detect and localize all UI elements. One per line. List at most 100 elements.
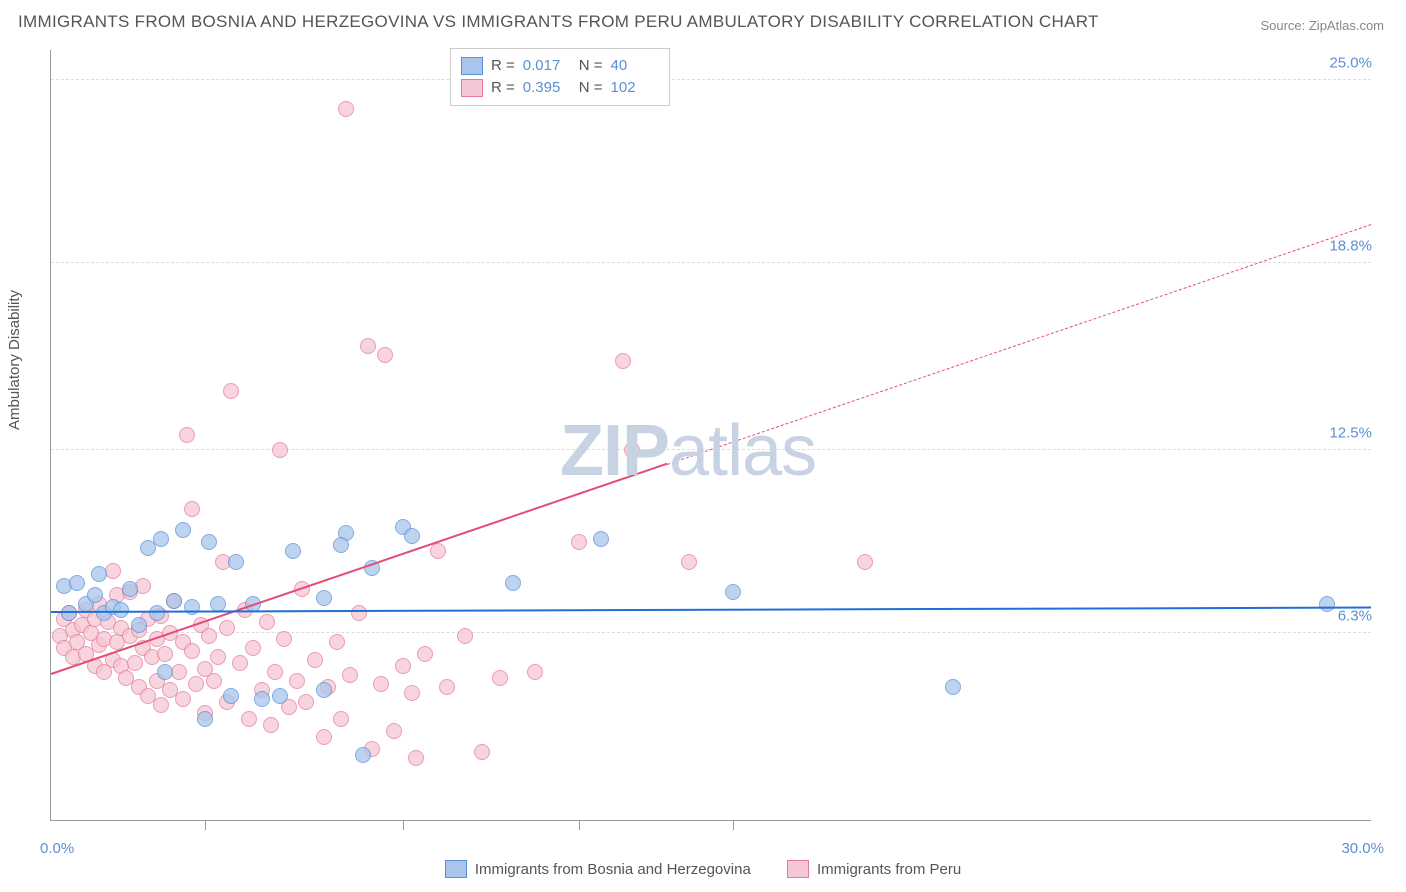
scatter-point-peru [307,652,323,668]
legend-label-bosnia: Immigrants from Bosnia and Herzegovina [475,861,751,878]
x-tick [403,820,404,830]
n-label: N = [579,55,603,77]
scatter-point-peru [289,673,305,689]
y-tick-label: 6.3% [1336,608,1374,625]
scatter-point-peru [527,664,543,680]
gridline [51,262,1371,263]
scatter-point-bosnia [210,596,226,612]
plot-area: 6.3% 12.5% 18.8% 25.0% [50,50,1371,821]
scatter-point-bosnia [333,537,349,553]
scatter-point-bosnia [355,747,371,763]
y-tick-label: 25.0% [1327,54,1374,71]
scatter-point-bosnia [272,688,288,704]
scatter-point-peru [276,631,292,647]
scatter-point-bosnia [1319,596,1335,612]
scatter-point-bosnia [87,587,103,603]
scatter-point-peru [179,427,195,443]
scatter-point-peru [210,649,226,665]
scatter-point-bosnia [175,522,191,538]
x-axis-max: 30.0% [1341,840,1384,857]
r-label: R = [491,55,515,77]
scatter-point-peru [127,655,143,671]
scatter-point-peru [351,605,367,621]
scatter-point-peru [395,658,411,674]
scatter-point-peru [333,711,349,727]
scatter-point-peru [298,694,314,710]
swatch-peru-icon [787,860,809,878]
scatter-point-peru [681,554,697,570]
scatter-point-bosnia [254,691,270,707]
gridline [51,79,1371,80]
scatter-point-bosnia [725,584,741,600]
scatter-point-peru [188,676,204,692]
chart-title: IMMIGRANTS FROM BOSNIA AND HERZEGOVINA V… [18,12,1099,32]
legend-series: Immigrants from Bosnia and Herzegovina I… [0,860,1406,882]
legend-stats: R = 0.017 N = 40 R = 0.395 N = 102 [450,48,670,106]
scatter-point-bosnia [228,554,244,570]
scatter-point-peru [342,667,358,683]
scatter-point-peru [184,643,200,659]
scatter-point-bosnia [113,602,129,618]
scatter-point-bosnia [201,534,217,550]
scatter-point-peru [338,101,354,117]
scatter-point-peru [259,614,275,630]
y-tick-label: 18.8% [1327,238,1374,255]
legend-stats-row-peru: R = 0.395 N = 102 [461,77,659,99]
scatter-point-bosnia [223,688,239,704]
scatter-point-bosnia [122,581,138,597]
scatter-point-peru [201,628,217,644]
scatter-point-peru [232,655,248,671]
trendline-peru [51,463,668,675]
x-tick [733,820,734,830]
scatter-point-bosnia [316,590,332,606]
scatter-point-bosnia [945,679,961,695]
legend-label-peru: Immigrants from Peru [817,861,961,878]
scatter-point-bosnia [404,528,420,544]
scatter-point-peru [439,679,455,695]
scatter-point-peru [386,723,402,739]
scatter-point-peru [857,554,873,570]
scatter-point-peru [457,628,473,644]
scatter-point-peru [157,646,173,662]
scatter-point-bosnia [69,575,85,591]
legend-item-bosnia: Immigrants from Bosnia and Herzegovina [445,860,751,878]
legend-item-peru: Immigrants from Peru [787,860,961,878]
scatter-point-peru [377,347,393,363]
scatter-point-peru [175,691,191,707]
x-axis-min: 0.0% [40,840,74,857]
scatter-point-bosnia [505,575,521,591]
scatter-point-peru [430,543,446,559]
scatter-point-peru [404,685,420,701]
trendline-peru-dash [667,224,1371,465]
scatter-point-peru [571,534,587,550]
scatter-point-peru [272,442,288,458]
scatter-point-bosnia [149,605,165,621]
scatter-point-peru [245,640,261,656]
swatch-bosnia-icon [461,57,483,75]
y-tick-label: 12.5% [1327,424,1374,441]
r-label: R = [491,77,515,99]
scatter-point-bosnia [91,566,107,582]
scatter-point-peru [615,353,631,369]
scatter-point-peru [206,673,222,689]
source-label: Source: ZipAtlas.com [1260,18,1384,33]
scatter-point-peru [184,501,200,517]
scatter-point-peru [408,750,424,766]
r-value-peru: 0.395 [523,77,571,99]
x-tick [205,820,206,830]
scatter-point-peru [329,634,345,650]
scatter-point-bosnia [593,531,609,547]
gridline [51,632,1371,633]
n-value-peru: 102 [611,77,659,99]
scatter-point-peru [241,711,257,727]
scatter-point-peru [360,338,376,354]
scatter-point-peru [492,670,508,686]
scatter-point-peru [153,697,169,713]
scatter-point-bosnia [131,617,147,633]
legend-stats-row-bosnia: R = 0.017 N = 40 [461,55,659,77]
r-value-bosnia: 0.017 [523,55,571,77]
scatter-point-bosnia [153,531,169,547]
swatch-peru-icon [461,79,483,97]
scatter-point-peru [219,620,235,636]
x-tick [579,820,580,830]
